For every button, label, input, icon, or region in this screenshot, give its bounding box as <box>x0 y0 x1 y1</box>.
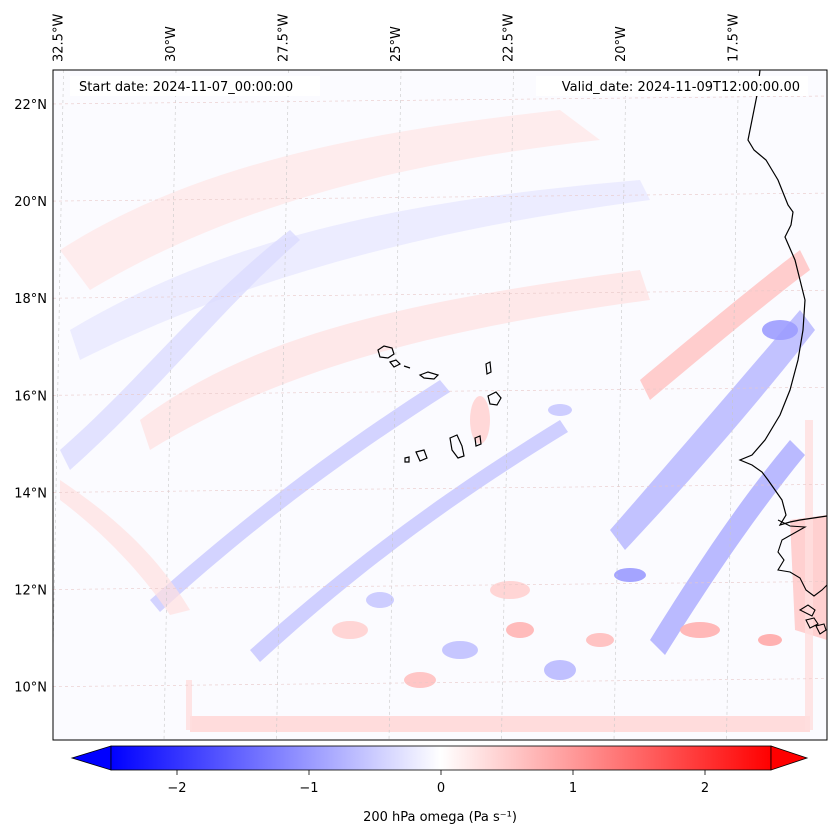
colorbar-bar <box>110 745 772 771</box>
omega-band-red-mid <box>140 270 650 450</box>
longitude-labels: 32.5°W 30°W 27.5°W 25°W 22.5°W 20°W 17.5°W <box>52 14 742 62</box>
latitude-label: 16°N <box>14 389 47 404</box>
colorbar-tick-label: 2 <box>701 781 709 796</box>
boundary-band-left <box>186 680 192 730</box>
omega-cell <box>470 396 490 444</box>
longitude-label: 17.5°W <box>727 14 742 62</box>
island-santa-luzia <box>403 365 411 369</box>
colorbar-extend-max <box>770 745 809 771</box>
omega-band-blue-diag2 <box>250 420 568 662</box>
coastline-gambia-guinea <box>777 519 828 597</box>
colorbar-tick-label: 0 <box>437 781 445 796</box>
omega-cell <box>548 404 572 416</box>
colorbar-extend-min <box>70 745 112 771</box>
island-fogo <box>415 449 428 462</box>
meridian-line <box>276 70 289 740</box>
meridian-line <box>163 70 177 740</box>
cape-verde-islands <box>377 345 502 463</box>
map-frame <box>52 69 828 741</box>
colorbar-label: 200 hPa omega (Pa s⁻¹) <box>363 810 517 825</box>
omega-cell <box>366 592 394 608</box>
omega-cell <box>544 660 576 680</box>
island-brava <box>404 456 410 463</box>
omega-cell <box>442 641 478 659</box>
latitude-label: 12°N <box>14 583 47 598</box>
longitude-label: 27.5°W <box>277 14 292 62</box>
coastline-bissagos <box>798 604 827 635</box>
omega-cell <box>614 568 646 582</box>
omega-band-blue-right1 <box>610 310 815 550</box>
omega-band-blue-diag1 <box>150 380 450 612</box>
colorbar-tick-label: 1 <box>569 781 577 796</box>
latitude-label: 10°N <box>14 681 47 696</box>
latitude-label: 22°N <box>14 98 47 113</box>
start-date-box <box>70 76 320 96</box>
island-sao-vicente <box>388 359 402 368</box>
omega-field <box>60 110 827 732</box>
start-date-label: Start date: 2024-11-07_00:00:00 <box>79 80 293 95</box>
longitude-label: 20°W <box>614 26 629 62</box>
meridian-line <box>388 70 402 740</box>
meridian-line <box>613 70 627 740</box>
omega-band-red-upper <box>60 110 600 290</box>
island-santiago <box>449 434 465 459</box>
longitude-label: 32.5°W <box>52 14 67 62</box>
island-boa-vista <box>487 391 502 406</box>
boundary-band-bottom <box>190 716 810 732</box>
map-panel: Start date: 2024-11-07_00:00:00 Valid_da… <box>52 69 828 741</box>
island-sao-nicolau <box>418 371 440 380</box>
omega-cell <box>404 672 436 688</box>
omega-cell <box>332 621 368 639</box>
boundary-band-right <box>805 420 813 730</box>
colorbar: −2 −1 0 1 2 200 hPa omega (Pa s⁻¹) <box>70 745 809 825</box>
longitude-label: 30°W <box>164 26 179 62</box>
african-coastline <box>738 69 828 527</box>
longitude-label: 25°W <box>389 26 404 62</box>
omega-band-blue-left <box>60 230 300 470</box>
omega-cell <box>506 622 534 638</box>
meridian-line <box>726 70 739 740</box>
colorbar-tick-label: −1 <box>299 781 318 796</box>
valid-date-label: Valid_date: 2024-11-09T12:00:00.00 <box>562 80 800 95</box>
island-maio <box>474 435 482 447</box>
latitude-label: 14°N <box>14 486 47 501</box>
omega-band-red-right1 <box>640 250 810 400</box>
omega-cell <box>586 633 614 647</box>
latitude-label: 18°N <box>14 292 47 307</box>
omega-cell <box>758 634 782 646</box>
omega-cell <box>490 581 530 599</box>
omega-cell <box>680 622 720 638</box>
latitude-labels: 22°N 20°N 18°N 16°N 14°N 12°N 10°N <box>14 98 47 696</box>
colorbar-tick-label: −2 <box>167 781 186 796</box>
omega-band-blue-upper <box>70 180 650 360</box>
latitude-label: 20°N <box>14 195 47 210</box>
colorbar-ticks: −2 −1 0 1 2 <box>167 770 709 796</box>
island-santo-antao <box>377 345 395 359</box>
omega-band-red-left <box>60 480 190 615</box>
omega-band-blue-right2 <box>650 440 805 655</box>
omega-cell <box>762 320 798 340</box>
longitude-label: 22.5°W <box>502 14 517 62</box>
island-sal <box>485 361 492 375</box>
valid-date-box <box>536 76 808 96</box>
meridian-line <box>501 70 514 740</box>
